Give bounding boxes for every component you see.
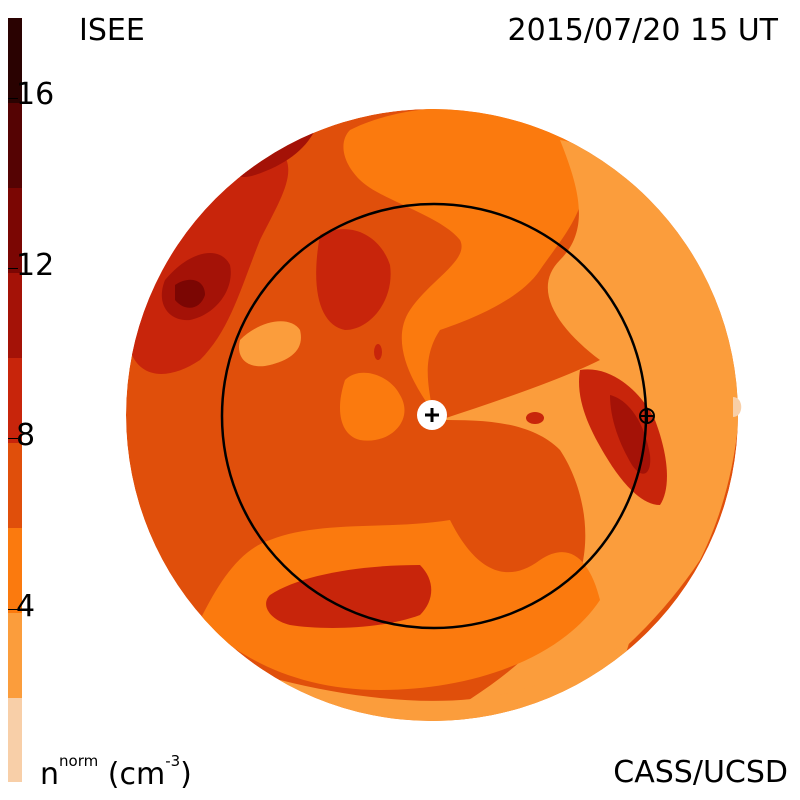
contour-red-upper [316,229,391,330]
colorbar-segment [8,527,22,613]
colorbar-tick [8,98,18,99]
sun-marker [417,400,447,430]
colorbar-segment [8,357,22,443]
units-sup: norm [59,752,99,770]
contour-red-bottom [266,565,432,628]
units-exp: -3 [165,752,181,770]
colorbar-tick-label: 4 [16,589,36,624]
colorbar-segment [8,612,22,698]
colorbar-tick [8,438,18,439]
colorbar [8,18,22,783]
contour-red-speck [374,344,382,360]
density-contours [126,109,738,721]
units-base: n [40,757,60,792]
credit-label: CASS/UCSD [613,755,788,790]
colorbar-segment [8,102,22,189]
colorbar-tick-label: 8 [16,418,36,453]
contour-orange-top [343,109,586,410]
contour-light-right [420,140,738,721]
units-label: nnorm (cm-3) [40,754,192,790]
title-left: ISEE [79,13,145,48]
units-rest: (cm [107,757,166,792]
contour-light-left [239,321,301,367]
colorbar-tick-label: 12 [16,248,55,283]
colorbar-tick-label: 16 [16,77,55,112]
colorbar-segment [8,442,22,528]
colorbar-segment [8,697,22,783]
timestamp: 2015/07/20 15 UT [507,13,778,48]
colorbar-tick [8,609,18,610]
colorbar-tick [8,268,18,269]
colorbar-segment [8,18,22,104]
contour-edge-bump [733,397,742,417]
colorbar-segment [8,187,22,274]
colorbar-segment [8,272,22,359]
earth-marker [639,408,655,424]
contour-darkred-right [610,395,651,474]
units-close: ) [180,757,192,792]
contour-orange-center [340,372,405,441]
contour-maroon-left [175,279,205,308]
contour-red-speck [526,412,544,424]
